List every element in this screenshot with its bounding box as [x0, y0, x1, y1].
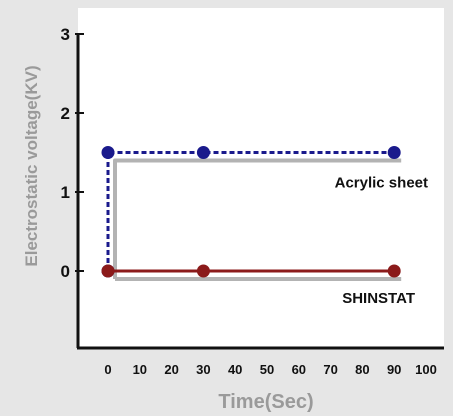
y-axis-label: Electrostatic voltage(KV) [22, 65, 41, 266]
y-tick-label: 1 [61, 183, 70, 202]
x-tick-label: 70 [323, 362, 337, 377]
x-tick-label: 20 [164, 362, 178, 377]
series-line-acrylic-sheet [106, 151, 395, 271]
series-layer: Acrylic sheet SHINSTAT [101, 146, 428, 307]
data-point-acrylic-sheet [196, 146, 210, 159]
x-tick-label: 90 [387, 362, 401, 377]
y-tick-label: 2 [61, 104, 70, 123]
x-tick-label: 40 [228, 362, 242, 377]
data-point-acrylic-sheet [387, 146, 401, 159]
x-tick-label: 60 [292, 362, 306, 377]
x-tick-label: 10 [133, 362, 147, 377]
data-point-shinstat [387, 264, 401, 278]
data-point-shinstat [196, 264, 210, 278]
data-point-acrylic-sheet [101, 146, 115, 159]
x-axis-label: Time(Sec) [218, 391, 313, 413]
x-tick-label: 0 [104, 362, 111, 377]
y-tick-label: 3 [61, 25, 70, 44]
x-tick-label: 100 [415, 362, 437, 377]
series-label-shinstat: SHINSTAT [342, 290, 415, 307]
x-tick-label: 50 [260, 362, 274, 377]
axes [75, 33, 444, 350]
series-shadow-acrylic-sheet [113, 158, 402, 279]
y-tick-label: 0 [61, 262, 70, 281]
data-point-shinstat [101, 264, 115, 278]
plot-area [78, 8, 444, 348]
x-tick-label: 80 [355, 362, 369, 377]
x-tick-label: 30 [196, 362, 210, 377]
series-label-acrylic-sheet: Acrylic sheet [335, 175, 428, 192]
